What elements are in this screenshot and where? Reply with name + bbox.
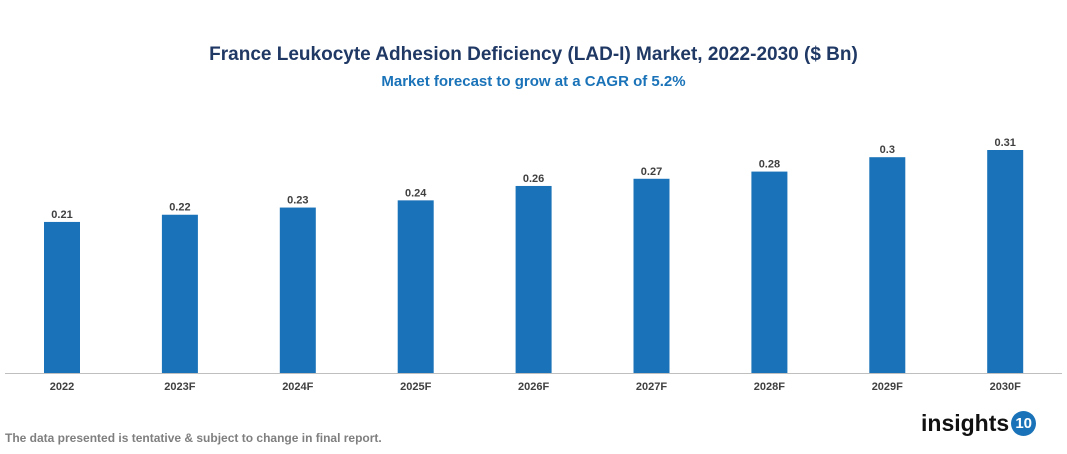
logo-badge: 10	[1011, 411, 1037, 436]
x-tick-label: 2025F	[400, 381, 431, 393]
x-tick-label: 2030F	[990, 381, 1021, 393]
data-label: 0.27	[641, 166, 662, 178]
data-label: 0.3	[880, 144, 895, 156]
data-label: 0.28	[759, 159, 780, 171]
x-tick-label: 2029F	[872, 381, 903, 393]
logo-text: insights	[921, 410, 1010, 436]
chart-title: France Leukocyte Adhesion Deficiency (LA…	[209, 44, 858, 65]
chart-subtitle: Market forecast to grow at a CAGR of 5.2…	[381, 73, 686, 90]
bar	[161, 214, 198, 373]
data-label: 0.26	[523, 173, 544, 185]
data-label: 0.21	[51, 209, 72, 221]
data-label: 0.24	[405, 187, 427, 199]
x-tick-label: 2024F	[282, 381, 313, 393]
bar	[869, 157, 906, 373]
bar	[44, 221, 80, 373]
x-tick-label: 2028F	[754, 381, 785, 393]
bar	[751, 171, 788, 373]
insights10-logo: insights 10	[921, 410, 1037, 437]
x-tick-label: 2027F	[636, 381, 667, 393]
disclaimer: The data presented is tentative & subjec…	[5, 431, 382, 445]
data-label: 0.23	[287, 195, 308, 207]
x-tick-label: 2026F	[518, 381, 549, 393]
bar	[633, 178, 670, 373]
data-label: 0.22	[169, 202, 190, 214]
bar-chart: 0.21 2022 0.22 2023F 0.23 2024F 0.24 2025F 0.26 2…	[5, 137, 1062, 393]
data-label: 0.31	[994, 137, 1015, 149]
x-tick-label: 2023F	[164, 381, 195, 393]
bar	[397, 200, 434, 373]
bar	[515, 185, 552, 373]
x-tick-label: 2022	[50, 381, 74, 393]
bar	[279, 207, 316, 373]
bar	[987, 150, 1024, 373]
